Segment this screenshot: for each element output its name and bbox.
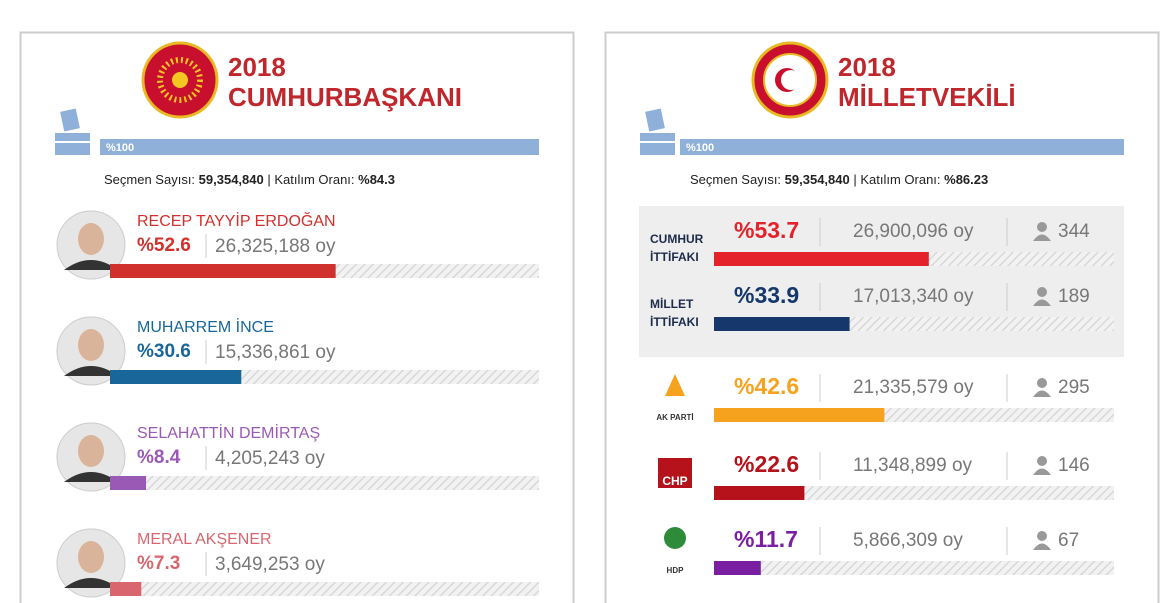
percent: %11.7 — [734, 526, 798, 552]
stats-turnout: %86.23 — [944, 172, 988, 187]
alliance-name: İTTİFAKI — [650, 314, 699, 329]
title: MİLLETVEKİLİ — [838, 82, 1016, 112]
candidate-votes: 4,205,243 oy — [215, 448, 325, 469]
photo — [56, 210, 126, 280]
counted-label: %100 — [106, 142, 134, 154]
photo-face — [78, 435, 104, 467]
seat-icon — [1037, 378, 1047, 388]
candidate-name: MERAL AKŞENER — [137, 531, 272, 548]
votes: 11,348,899 oy — [853, 455, 973, 476]
seat-icon — [1037, 456, 1047, 466]
party-logo-text: HDP — [667, 566, 685, 575]
candidate-percent: %30.6 — [137, 341, 191, 362]
stats-voters-label: Seçmen Sayısı: — [104, 172, 199, 187]
candidate-percent: %8.4 — [137, 447, 181, 468]
seats: 295 — [1058, 377, 1090, 398]
counted-bar — [680, 139, 1124, 155]
votes: 26,900,096 oy — [853, 221, 974, 242]
seat-icon — [1033, 543, 1051, 550]
photo-body — [64, 366, 118, 376]
counted-label: %100 — [686, 142, 714, 154]
bar — [714, 317, 850, 331]
stats-voters-label: Seçmen Sayısı: — [690, 172, 785, 187]
title-year: 2018 — [838, 52, 896, 82]
votes: 17,013,340 oy — [853, 286, 974, 307]
bar-track — [714, 561, 1114, 575]
bar — [110, 370, 242, 384]
party-logo — [658, 458, 692, 488]
candidate-name: SELAHATTİN DEMİRTAŞ — [137, 423, 320, 442]
ballot-icon — [640, 108, 675, 155]
stats-voters: 59,354,840 — [199, 172, 268, 187]
percent: %22.6 — [734, 451, 799, 477]
photo-body — [64, 472, 118, 482]
bar-track — [714, 486, 1114, 500]
seat-icon — [1033, 468, 1051, 475]
candidate-percent: %7.3 — [137, 553, 180, 574]
bar — [714, 486, 805, 500]
party-logo-text: AK PARTİ — [656, 413, 693, 422]
stats-turnout-label: | Katılım Oranı: — [853, 172, 944, 187]
counted-bar — [100, 139, 539, 155]
bar — [714, 561, 761, 575]
seats: 67 — [1058, 530, 1079, 551]
seat-icon — [1033, 390, 1051, 397]
alliance-name: CUMHUR — [650, 232, 704, 246]
alliance-name: İTTİFAKI — [650, 249, 699, 264]
seats: 189 — [1058, 286, 1090, 307]
alliance-name: MİLLET — [650, 296, 694, 311]
seat-icon — [1037, 531, 1047, 541]
candidate-name: MUHARREM İNCE — [137, 317, 274, 336]
candidate-votes: 3,649,253 oy — [215, 554, 325, 575]
photo-face — [78, 541, 104, 573]
stats: Seçmen Sayısı: 59,354,840 | Katılım Oran… — [104, 172, 395, 187]
photo-face — [78, 223, 104, 255]
photo-face — [78, 329, 104, 361]
party-logo-text: CHP — [662, 474, 687, 488]
stats-turnout: %84.3 — [358, 172, 395, 187]
candidate-votes: 15,336,861 oy — [215, 342, 336, 363]
bar-track — [110, 476, 539, 490]
ballot-icon — [55, 108, 90, 155]
photo — [56, 422, 126, 492]
party-logo — [664, 527, 686, 549]
bar — [110, 582, 142, 596]
seat-icon — [1037, 287, 1047, 297]
votes: 5,866,309 oy — [853, 530, 963, 551]
seat-icon — [1033, 234, 1051, 241]
candidate-name: RECEP TAYYİP ERDOĞAN — [137, 211, 336, 230]
stats-voters: 59,354,840 — [785, 172, 854, 187]
bar — [110, 476, 147, 490]
seal — [141, 41, 219, 119]
seat-icon — [1037, 222, 1047, 232]
seat-icon — [1033, 299, 1051, 306]
seal — [751, 41, 829, 119]
bar-track — [110, 582, 539, 596]
bar — [714, 408, 885, 422]
party-logo — [665, 374, 685, 396]
percent: %53.7 — [734, 217, 799, 243]
stats: Seçmen Sayısı: 59,354,840 | Katılım Oran… — [690, 172, 988, 187]
bar — [714, 252, 929, 266]
photo — [56, 316, 126, 386]
title-year: 2018 — [228, 52, 286, 82]
votes: 21,335,579 oy — [853, 377, 974, 398]
bar — [110, 264, 336, 278]
percent: %42.6 — [734, 373, 799, 399]
photo — [56, 528, 126, 598]
candidate-percent: %52.6 — [137, 235, 191, 256]
photo-body — [64, 578, 118, 588]
candidate-votes: 26,325,188 oy — [215, 236, 336, 257]
seats: 344 — [1058, 221, 1090, 242]
seats: 146 — [1058, 455, 1090, 476]
photo-body — [64, 260, 118, 270]
percent: %33.9 — [734, 282, 799, 308]
title: CUMHURBAŞKANI — [228, 82, 462, 112]
panel — [19, 31, 575, 603]
stats-turnout-label: | Katılım Oranı: — [267, 172, 358, 187]
